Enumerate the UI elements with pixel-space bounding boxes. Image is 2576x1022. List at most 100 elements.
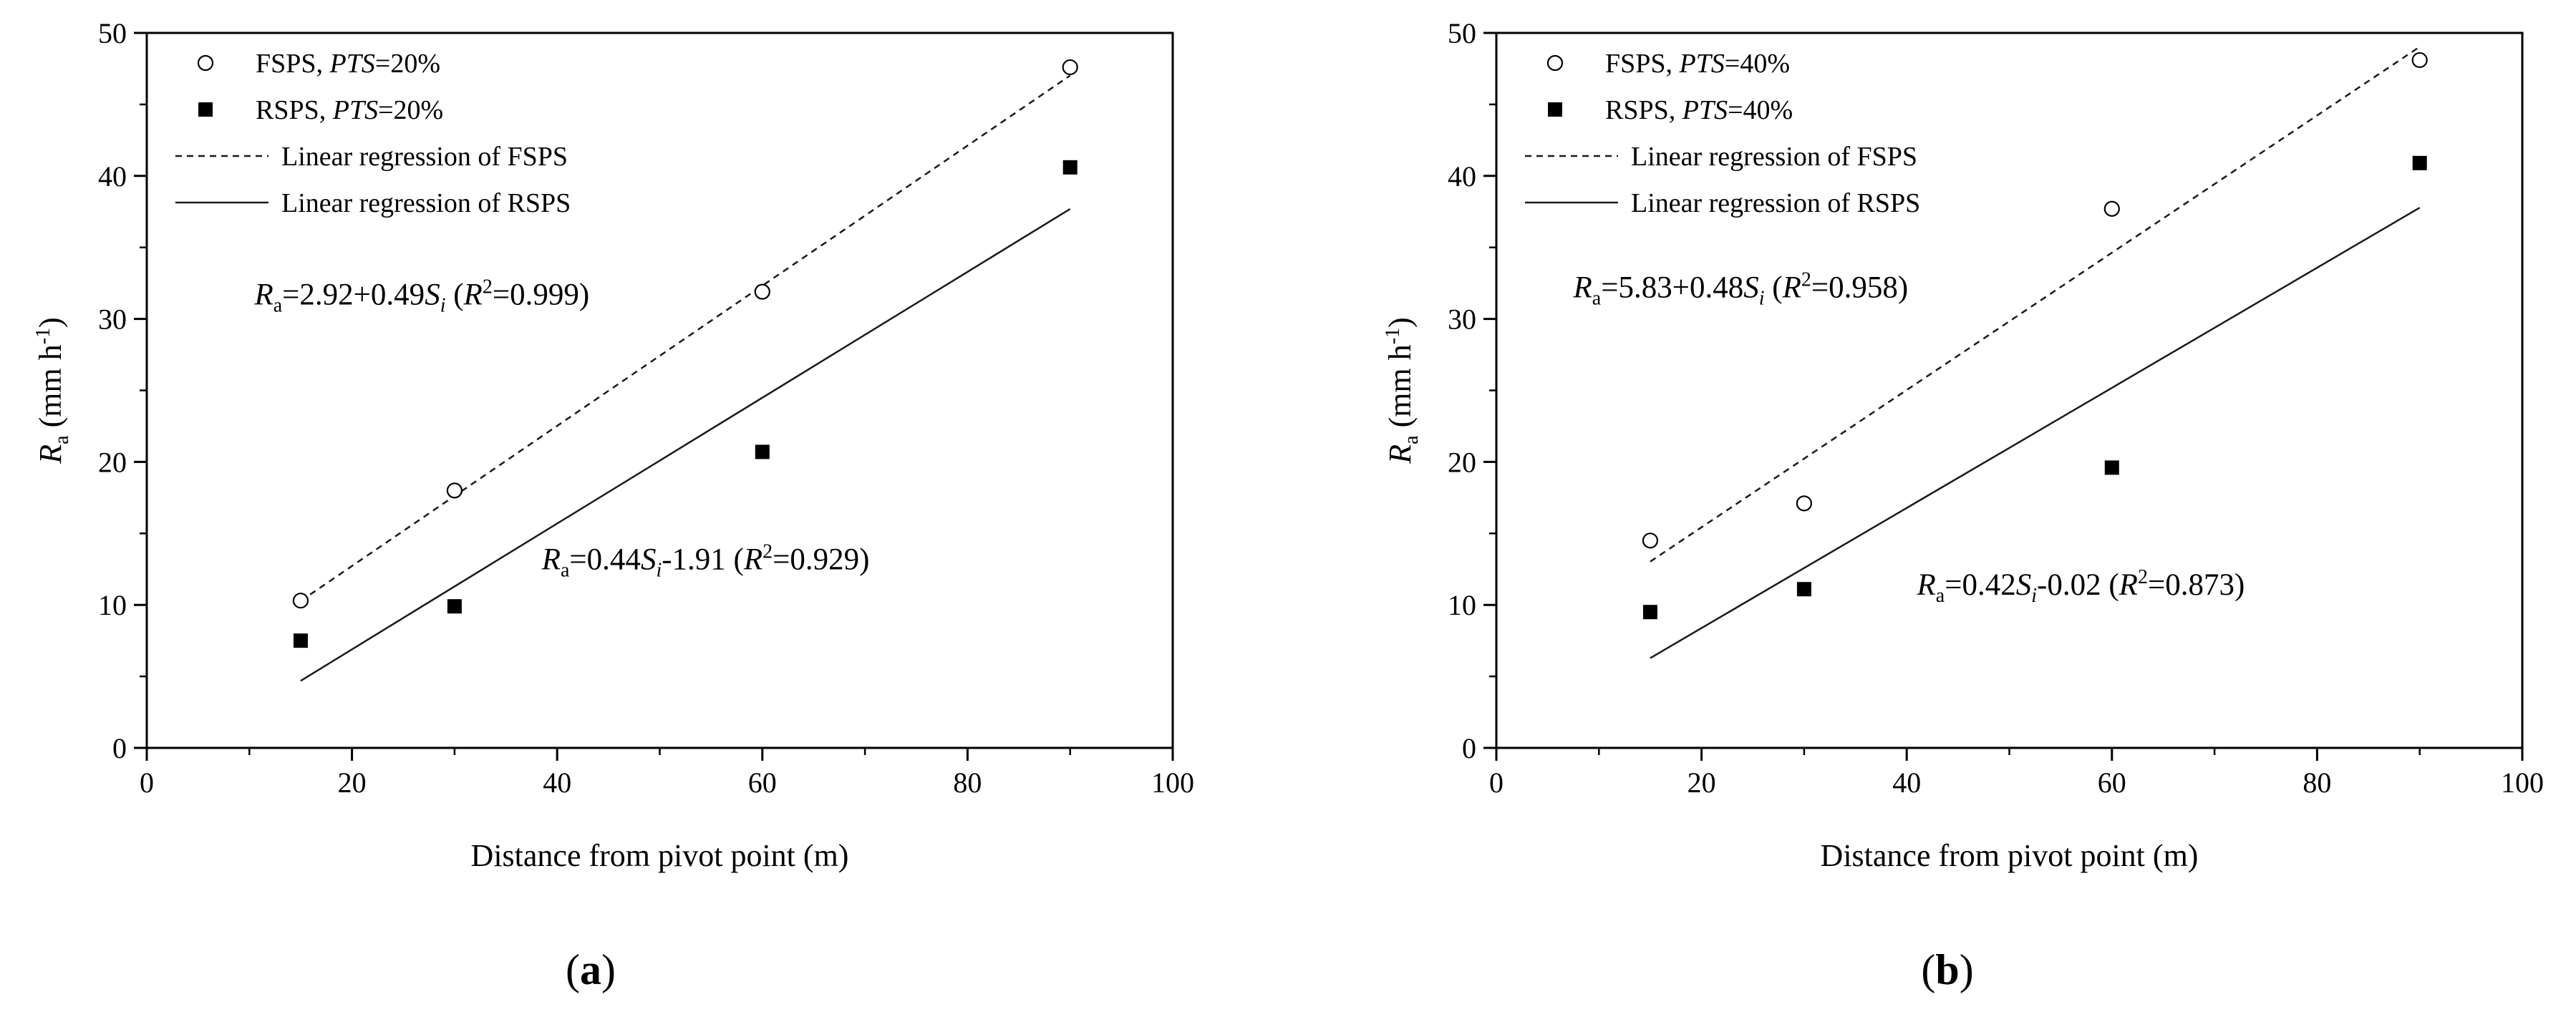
- rsps-data-point: [1642, 605, 1657, 620]
- text-part: FSPS,: [256, 49, 330, 79]
- y-tick-label: 50: [98, 17, 127, 49]
- text-part: =20%: [378, 95, 443, 125]
- fsps-data-point: [1062, 59, 1078, 76]
- text-part: 2: [762, 540, 773, 563]
- text-part: (: [1921, 946, 1935, 993]
- text-part: a: [580, 946, 601, 993]
- rsps-data-point: [2412, 155, 2427, 170]
- y-tick-label: 50: [1448, 17, 1476, 49]
- legend-entry-label: Linear regression of RSPS: [281, 188, 571, 218]
- y-label-unit-close: ): [33, 317, 68, 328]
- text-part: -1.91 (: [662, 542, 744, 576]
- y-label-unit-exponent: -1: [1382, 328, 1404, 344]
- rsps-data-point: [1062, 160, 1078, 175]
- y-tick-label: 40: [98, 160, 127, 193]
- text-part: =0.958): [1811, 271, 1908, 305]
- text-part: R: [1782, 271, 1801, 305]
- text-part: RSPS,: [1605, 95, 1682, 125]
- y-label-unit: (mm h: [33, 344, 68, 427]
- x-axis-label: Distance from pivot point (m): [1821, 838, 2199, 873]
- text-part: =20%: [375, 49, 440, 79]
- y-tick-label: 40: [1448, 160, 1476, 193]
- text-part: 2: [1801, 269, 1811, 291]
- text-part: b: [1935, 946, 1959, 993]
- y-axis-label: Ra (mm h-1): [1382, 317, 1423, 464]
- fsps-data-point: [1642, 532, 1659, 549]
- rsps-data-point: [447, 599, 462, 614]
- rsps-data-point: [293, 633, 308, 648]
- y-label-symbol: R: [1383, 444, 1418, 464]
- text-part: R: [1572, 271, 1592, 305]
- y-axis-label: Ra (mm h-1): [32, 317, 73, 464]
- y-label-unit: (mm h: [1383, 344, 1418, 427]
- text-part: =5.83+0.48: [1601, 271, 1743, 305]
- text-part: a: [1936, 585, 1945, 607]
- text-part: i: [2031, 585, 2037, 607]
- text-part: RSPS,: [256, 95, 333, 125]
- x-tick-label: 60: [748, 766, 777, 799]
- x-tick-label: 40: [1892, 766, 1921, 799]
- text-part: a: [1592, 288, 1602, 310]
- legend: FSPS, PTS=40%RSPS, PTS=40%Linear regress…: [1525, 49, 1920, 218]
- text-part: PTS: [329, 49, 375, 79]
- legend-entry-label: Linear regression of RSPS: [1631, 188, 1920, 218]
- y-tick-label: 10: [1448, 589, 1476, 621]
- text-part: R: [2119, 568, 2138, 602]
- text-part: =0.999): [493, 278, 589, 312]
- text-part: 2: [2138, 566, 2148, 588]
- text-part: PTS: [1682, 95, 1728, 125]
- text-part: R: [253, 278, 273, 312]
- text-part: S: [1743, 271, 1759, 305]
- text-part: a: [273, 295, 283, 317]
- x-tick-label: 80: [2303, 766, 2331, 799]
- legend-entry-label: FSPS, PTS=40%: [1605, 49, 1790, 79]
- text-part: (: [1764, 271, 1782, 305]
- fsps-regression-line: [1650, 46, 2421, 563]
- legend-fsps-marker: [1546, 54, 1564, 72]
- legend-entry-label: Linear regression of FSPS: [281, 142, 568, 172]
- text-part: =0.42: [1945, 568, 2016, 602]
- text-part: =0.929): [773, 542, 869, 576]
- text-part: R: [743, 542, 762, 576]
- regression-equation: Ra​=0.44Si​-1.91 (R2​=0.929): [541, 540, 870, 581]
- y-tick-label: 20: [1448, 446, 1476, 478]
- text-part: [1383, 427, 1418, 435]
- fsps-data-point: [754, 283, 770, 300]
- x-tick-label: 40: [543, 766, 571, 799]
- rsps-regression-line: [1650, 207, 2421, 659]
- text-part: (: [566, 946, 580, 993]
- legend-entry-label: FSPS, PTS=20%: [256, 49, 440, 79]
- legend: FSPS, PTS=20%RSPS, PTS=20%Linear regress…: [175, 49, 571, 218]
- text-part: =2.92+0.49: [282, 278, 425, 312]
- x-tick-label: 60: [2098, 766, 2126, 799]
- text-part: S: [425, 278, 440, 312]
- plot-frame: [1495, 31, 2524, 749]
- text-part: S: [641, 542, 657, 576]
- text-part: R: [541, 542, 561, 576]
- x-tick-label: 100: [2501, 766, 2544, 799]
- y-tick-label: 30: [1448, 303, 1476, 336]
- legend-entry-label: RSPS, PTS=40%: [1605, 95, 1793, 125]
- text-part: =0.873): [2148, 568, 2245, 602]
- legend-entry-label: RSPS, PTS=20%: [256, 95, 443, 125]
- text-part: -0.02 (: [2037, 568, 2119, 602]
- y-label-symbol: R: [33, 444, 68, 464]
- text-part: =40%: [1725, 49, 1790, 79]
- text-part: i: [1759, 288, 1765, 310]
- text-part: (: [445, 278, 463, 312]
- x-tick-label: 80: [953, 766, 982, 799]
- panel-label: (b): [1921, 946, 1973, 993]
- legend-rsps-marker: [1548, 102, 1562, 117]
- fsps-data-point: [2411, 52, 2428, 69]
- text-part: R: [463, 278, 483, 312]
- x-axis-label: Distance from pivot point (m): [471, 838, 849, 873]
- rsps-data-point: [755, 444, 770, 459]
- text-part: [33, 427, 68, 435]
- fsps-data-point: [446, 482, 463, 499]
- y-tick-label: 30: [98, 303, 127, 336]
- text-part: PTS: [332, 95, 378, 125]
- y-tick-label: 20: [98, 446, 127, 478]
- rsps-data-point: [1796, 582, 1811, 597]
- regression-equation: Ra​=5.83+0.48Si​ (R2​=0.958): [1572, 269, 1908, 310]
